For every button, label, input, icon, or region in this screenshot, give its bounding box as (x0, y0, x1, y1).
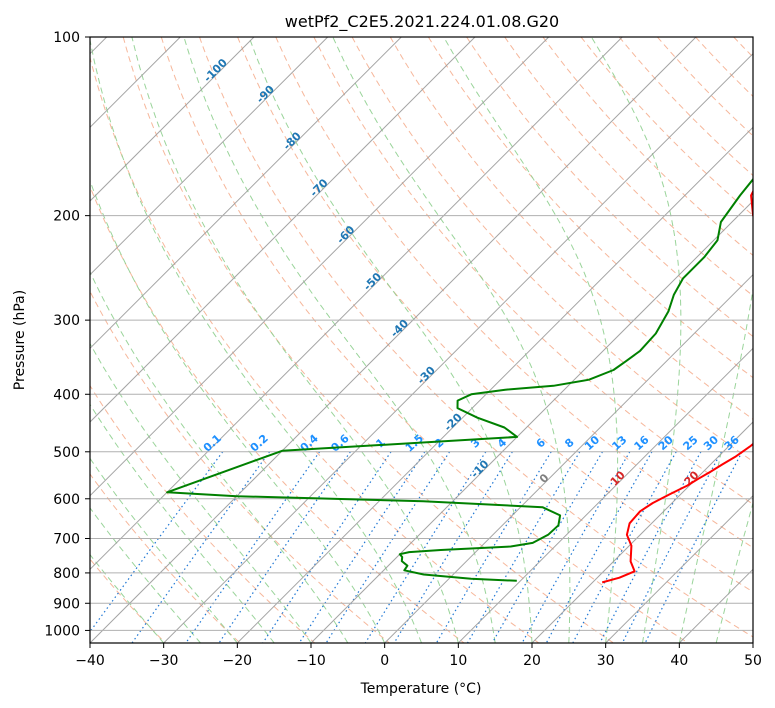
isotherm-line (163, 52, 753, 643)
x-tick-label: 30 (597, 653, 615, 669)
x-tick-label: −30 (149, 653, 179, 669)
moist-adiabat-line (90, 553, 165, 643)
y-tick-label: 400 (53, 387, 80, 403)
y-tick-label: 700 (53, 532, 80, 548)
moist-adiabat-line (715, 501, 753, 643)
dry-adiabat-line (237, 37, 753, 593)
isotherm-line (90, 37, 550, 497)
moist-adiabat-line (443, 37, 619, 643)
isotherm-line (90, 37, 329, 276)
moist-adiabat-line (678, 286, 753, 643)
sounding-profiles (166, 177, 753, 584)
plot-area: 0.1 0.2 0.4 0.6 1 1.5 2 3 4 6 8 10 13 16 20 25 30 36-100-… (90, 37, 753, 643)
dewpoint-profile (166, 177, 753, 582)
mixing-ratio-line (644, 451, 743, 643)
x-tick-label: −40 (75, 653, 105, 669)
x-tick-label: −20 (223, 653, 253, 669)
y-tick-label: 500 (53, 445, 80, 461)
y-tick-label: 200 (53, 209, 80, 225)
mixing-ratio-line (364, 451, 487, 643)
y-tick-label: 300 (53, 313, 80, 329)
x-axis-title: Temperature (°C) (360, 681, 482, 697)
isotherm-line (90, 37, 255, 202)
isotherm-line (384, 273, 753, 643)
mixing-ratio-line (393, 451, 513, 643)
moist-adiabat-line (90, 270, 349, 643)
mixing-ratio-line (521, 451, 631, 643)
pressure-gridlines (90, 37, 753, 631)
x-tick-label: −10 (296, 653, 326, 669)
x-tick-label: 20 (523, 653, 541, 669)
isotherm-line (90, 37, 476, 423)
isotherm-line (605, 494, 753, 643)
isotherm-line (457, 347, 753, 643)
isotherm-line (90, 37, 623, 571)
dry-adiabat-line (90, 290, 390, 643)
y-axis-title: Pressure (hPa) (12, 290, 28, 390)
x-tick-label: 0 (380, 653, 389, 669)
mixing-ratio-line (491, 451, 604, 643)
x-axis: −40 −30 −20 −10 0 10 20 30 40 50 (75, 643, 762, 669)
moist-adiabat-line (590, 37, 682, 643)
dry-adiabat-line (199, 37, 753, 638)
dry-adiabat-line (542, 37, 753, 257)
mixing-ratio-line (131, 451, 271, 643)
y-axis: 100 200 300 400 500 600 700 800 900 1000 (44, 30, 90, 639)
mixing-ratio-line (90, 451, 224, 633)
dry-adiabat-line (580, 37, 753, 216)
dry-adiabat-line (275, 37, 753, 549)
mixing-ratio-line (572, 451, 677, 643)
y-tick-label: 900 (53, 596, 80, 612)
plot-frame (89, 36, 754, 644)
y-tick-label: 100 (53, 30, 80, 46)
mixing-ratio-line (435, 451, 552, 643)
isotherm-line (90, 37, 402, 350)
y-tick-label: 800 (53, 566, 80, 582)
dry-adiabat-line (90, 55, 540, 643)
isotherm-line (236, 126, 753, 643)
moist-adiabat-line (90, 37, 422, 643)
dry-adiabat-line (427, 37, 753, 379)
chart-title: wetPf2_C2E5.2021.224.01.08.G20 (285, 12, 559, 32)
isotherms (90, 37, 753, 643)
x-tick-label: 50 (744, 653, 762, 669)
x-tick-label: 10 (449, 653, 467, 669)
isotherm-line (310, 200, 753, 643)
x-tick-label: 40 (670, 653, 688, 669)
temperature-profile (601, 189, 753, 584)
mixing-ratio-line (621, 451, 722, 643)
y-tick-label: 600 (53, 492, 80, 508)
mixing-ratio-lines (90, 451, 743, 643)
mixing-ratio-line (325, 451, 451, 643)
mixing-ratio-line (185, 451, 321, 643)
y-tick-label: 1000 (44, 623, 80, 639)
mixing-ratio-line (599, 451, 702, 643)
dry-adiabat-line (351, 37, 753, 463)
moist-adiabat-line (248, 37, 533, 643)
moist-adiabat-line (332, 37, 571, 643)
moist-adiabat-line (90, 403, 275, 643)
dry-adiabat-line (313, 37, 753, 505)
mixing-ratio-line (545, 451, 653, 643)
mixing-ratio-line (466, 451, 581, 643)
moist-adiabat-line (90, 457, 238, 643)
dry-adiabat-line (160, 37, 689, 643)
isotherm-line (531, 421, 753, 643)
moist-adiabat-line (90, 507, 201, 643)
moist-adiabat-line (90, 179, 386, 643)
moist-adiabat-line (131, 37, 459, 643)
isotherm-line (90, 37, 697, 643)
mixing-ratio-line (218, 451, 351, 643)
